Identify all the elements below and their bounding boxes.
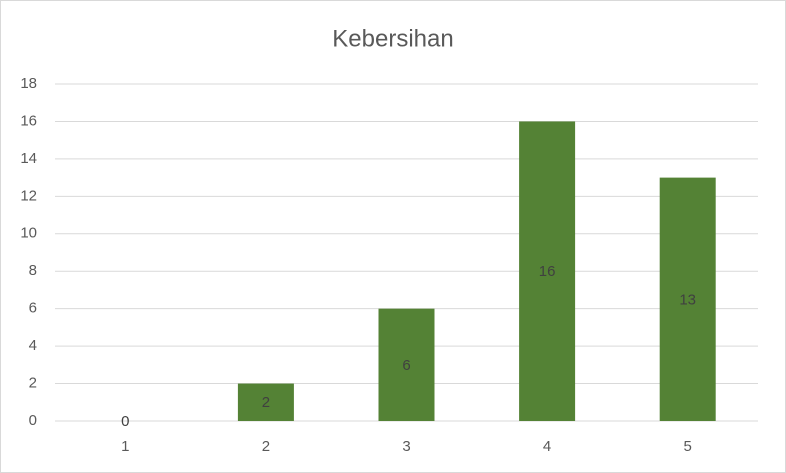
y-tick-label: 2 xyxy=(29,375,37,392)
x-tick-label: 4 xyxy=(543,438,551,455)
y-tick-label: 8 xyxy=(29,262,37,279)
x-tick-label: 3 xyxy=(402,438,410,455)
bar xyxy=(519,121,576,421)
y-tick-label: 10 xyxy=(20,225,37,242)
y-tick-label: 18 xyxy=(20,75,37,92)
data-label: 2 xyxy=(262,394,270,411)
y-tick-label: 14 xyxy=(20,150,37,167)
data-label: 16 xyxy=(539,263,556,280)
data-label: 6 xyxy=(402,357,410,374)
data-label: 0 xyxy=(121,413,129,430)
bar xyxy=(237,383,294,421)
y-tick-label: 0 xyxy=(29,412,37,429)
x-tick-label: 2 xyxy=(262,438,270,455)
y-tick-label: 12 xyxy=(20,187,37,204)
bar xyxy=(659,177,716,421)
x-tick-label: 1 xyxy=(121,438,129,455)
data-label: 13 xyxy=(679,291,696,308)
y-tick-label: 4 xyxy=(29,337,37,354)
chart-title: Kebersihan xyxy=(332,25,453,52)
x-tick-label: 5 xyxy=(684,438,692,455)
bar xyxy=(378,308,435,421)
y-tick-label: 16 xyxy=(20,112,37,129)
y-tick-label: 6 xyxy=(29,300,37,317)
